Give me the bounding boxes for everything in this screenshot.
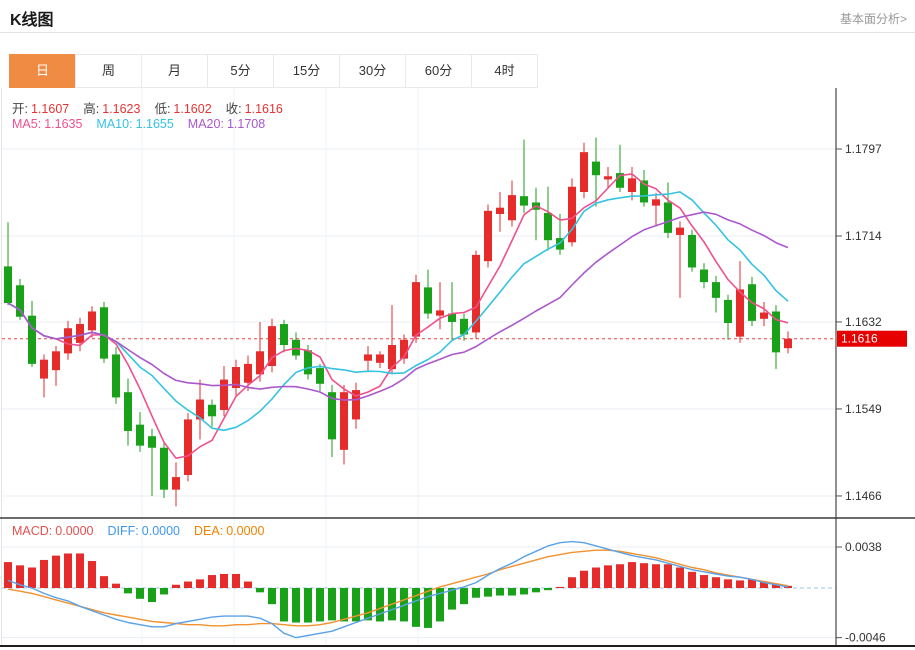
- ohlc-close: 收: 1.1616: [225, 102, 283, 116]
- maLegend-ma20: MA20: 1.1708: [187, 117, 266, 131]
- tab-30min[interactable]: 30分: [339, 54, 406, 88]
- maLegend-ma10: MA10: 1.1655: [96, 117, 174, 131]
- ohlc-legend: 开: 1.1607 高: 1.1623 低: 1.1602 收: 1.1616: [12, 98, 283, 117]
- current-price-tag: 1.1616: [841, 332, 878, 346]
- ohlc-low: 低: 1.1602: [154, 102, 212, 116]
- ohlc-high: 高: 1.1623: [83, 102, 141, 116]
- chart-plot-area[interactable]: [2, 88, 836, 646]
- interval-tabs: 日周月 5分 15分 30分 60分 4时: [9, 54, 538, 88]
- main-axis-label: 1.1549: [845, 402, 882, 416]
- tab-week[interactable]: 周: [75, 54, 142, 88]
- tab-month[interactable]: 月: [141, 54, 208, 88]
- tab-4hour[interactable]: 4时: [471, 54, 538, 88]
- macdLegend-macd: MACD: 0.0000: [12, 524, 94, 538]
- header-divider: [0, 32, 915, 33]
- tab-5min[interactable]: 5分: [207, 54, 274, 88]
- tab-15min[interactable]: 15分: [273, 54, 340, 88]
- macd-axis-label: -0.0046: [845, 631, 886, 645]
- macd-axis-label: 0.0038: [845, 540, 882, 554]
- main-axis-label: 1.1714: [845, 229, 882, 243]
- maLegend-ma5: MA5: 1.1635: [12, 117, 83, 131]
- tab-day[interactable]: 日: [9, 54, 76, 88]
- macd-legend: MACD: 0.0000 DIFF: 0.0000 DEA: 0.0000: [12, 524, 264, 538]
- macdLegend-dea: DEA: 0.0000: [194, 524, 265, 538]
- tab-60min[interactable]: 60分: [405, 54, 472, 88]
- main-axis-label: 1.1632: [845, 315, 882, 329]
- page-title: K线图: [10, 12, 54, 29]
- main-axis-label: 1.1797: [845, 142, 882, 156]
- macdLegend-diff: DIFF: 0.0000: [107, 524, 180, 538]
- ohlc-open: 开: 1.1607: [12, 102, 70, 116]
- fundamental-analysis-link[interactable]: 基本面分析>: [839, 12, 907, 26]
- ma-legend: MA5: 1.1635 MA10: 1.1655 MA20: 1.1708: [12, 117, 265, 131]
- main-axis-label: 1.1466: [845, 489, 882, 503]
